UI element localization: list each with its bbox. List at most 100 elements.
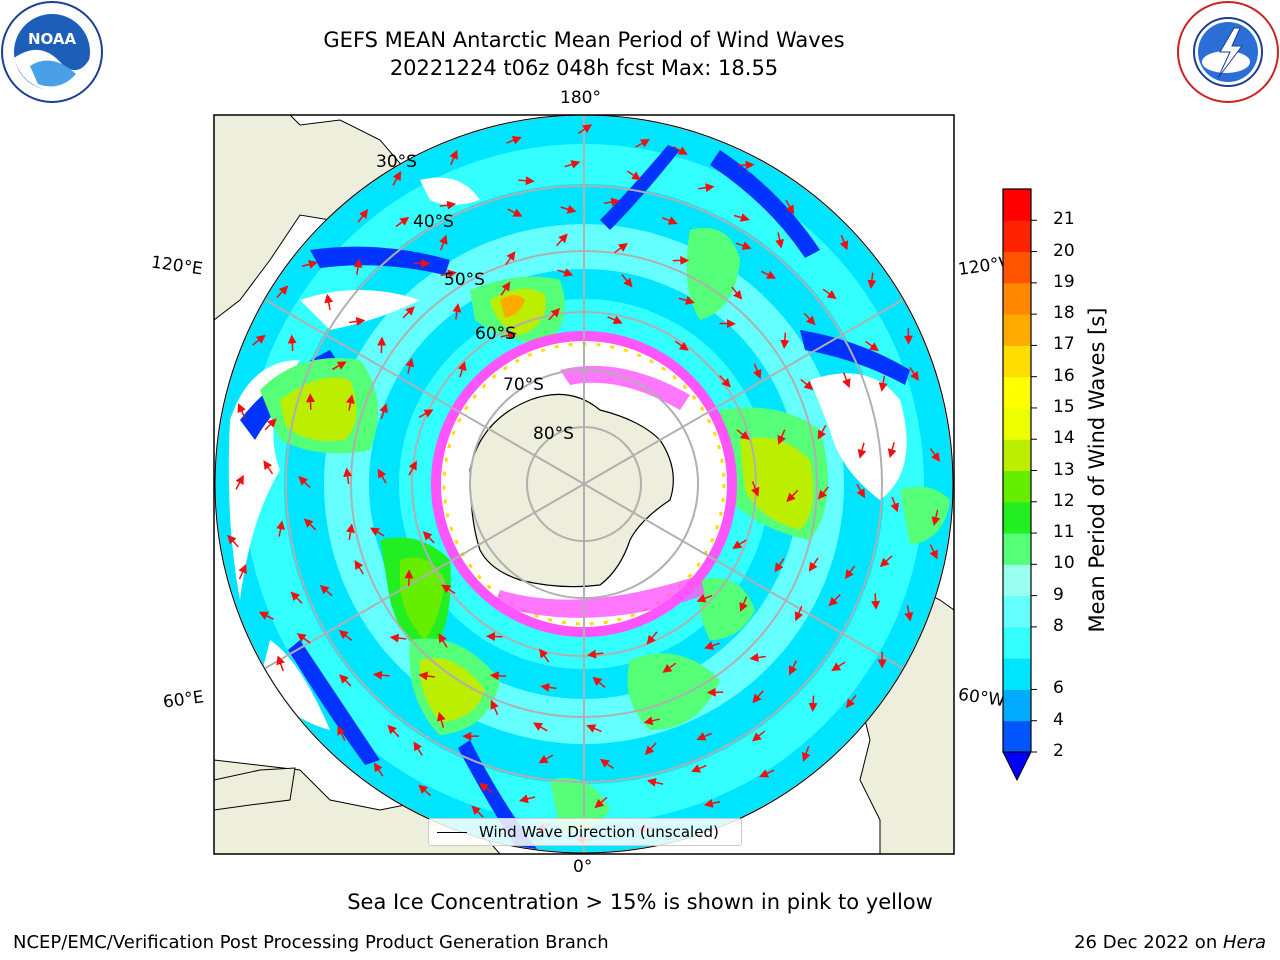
colorbar-segment: [1003, 314, 1031, 346]
colorbar-segment: [1003, 658, 1031, 690]
wave-direction-arrow: [887, 442, 897, 459]
wave-direction-arrow: [738, 160, 755, 170]
wave-direction-arrow: [457, 361, 467, 378]
legend-line-swatch: [437, 832, 467, 833]
wave-direction-arrow: [227, 534, 239, 548]
wave-direction-arrow: [904, 605, 914, 622]
wave-direction-arrow: [440, 269, 457, 279]
wave-direction-arrow: [346, 523, 355, 540]
wave-direction-arrow: [839, 234, 849, 251]
lat-label-50s: 50°S: [444, 270, 485, 290]
wave-direction-arrow: [439, 234, 448, 251]
wave-direction-arrow: [698, 183, 715, 193]
wave-direction-arrow: [844, 565, 856, 580]
wave-direction-arrow: [643, 716, 660, 726]
wave-direction-arrow: [436, 711, 446, 728]
colorbar-tick-label: 9: [1053, 584, 1064, 605]
wave-direction-arrow: [704, 641, 720, 650]
wave-direction-arrow: [586, 724, 602, 733]
colorbar-tick-label: 12: [1053, 490, 1075, 511]
wave-direction-arrow: [540, 682, 557, 692]
colorbar-segment: [1003, 595, 1031, 628]
wave-direction-arrow: [422, 531, 435, 544]
wave-direction-arrow: [785, 199, 795, 215]
footer-host: Hera: [1222, 932, 1266, 953]
colorbar-tick-label: 13: [1053, 459, 1075, 480]
wave-direction-arrow: [557, 268, 574, 277]
wave-direction-arrow: [532, 722, 548, 732]
footer-date: 26 Dec 2022 on Hera: [1074, 932, 1266, 953]
wave-direction-arrow: [587, 649, 604, 659]
wave-direction-arrow: [324, 293, 334, 311]
wave-direction-arrow: [777, 429, 786, 445]
wave-direction-arrow: [372, 670, 390, 680]
wave-direction-arrow: [808, 557, 819, 572]
colorbar-extend-triangle: [1002, 751, 1032, 782]
wave-direction-arrow: [789, 660, 798, 676]
wave-direction-arrow: [298, 476, 311, 489]
lon-label-180: 180°: [560, 88, 601, 108]
lat-label-30s: 30°S: [376, 152, 417, 172]
wave-direction-arrow: [751, 730, 766, 742]
wave-direction-arrow: [413, 741, 423, 756]
wave-direction-arrow: [538, 754, 554, 764]
wave-direction-arrow: [252, 334, 266, 346]
wave-direction-arrow: [264, 418, 277, 431]
colorbar-segment: [1003, 439, 1031, 471]
colorbar-segment: [1003, 720, 1031, 753]
wave-direction-arrow: [594, 796, 608, 809]
noaa-logo: NOAA: [1, 1, 103, 103]
colorbar-tick-label: 18: [1053, 303, 1075, 324]
colorbar-segment: [1003, 407, 1031, 440]
colorbar-tick-label: 2: [1053, 741, 1064, 761]
wave-direction-arrow: [418, 409, 434, 418]
wave-direction-arrow: [237, 403, 246, 419]
wave-direction-arrow: [801, 746, 811, 762]
colorbar-tick-label: 20: [1053, 240, 1075, 261]
wave-direction-arrow: [402, 306, 415, 319]
wave-direction-arrow: [865, 340, 879, 352]
wave-direction-arrow: [929, 448, 941, 462]
wave-direction-arrow: [817, 424, 827, 440]
wave-direction-arrow: [238, 564, 247, 580]
wave-direction-arrow: [395, 216, 410, 228]
wave-direction-arrow: [331, 361, 347, 371]
colorbar-segment: [1003, 376, 1031, 409]
nws-logo: [1177, 1, 1279, 103]
wave-direction-arrow: [348, 316, 366, 326]
wave-direction-arrow: [500, 281, 511, 296]
wave-direction-arrow: [800, 378, 814, 391]
wave-direction-arrow: [828, 594, 841, 607]
wave-direction-arrow: [775, 232, 785, 249]
wave-direction-arrow: [822, 288, 837, 300]
wave-direction-arrow: [673, 146, 688, 155]
wave-direction-arrow: [506, 136, 522, 145]
wave-direction-arrow: [909, 366, 919, 382]
wave-direction-arrow: [290, 591, 303, 604]
wave-direction-arrow: [794, 605, 804, 622]
wave-direction-arrow: [703, 798, 721, 808]
wave-direction-arrow: [490, 699, 499, 716]
wave-direction-arrow: [354, 560, 364, 575]
wave-direction-arrow: [560, 204, 577, 214]
wave-direction-arrow: [518, 176, 535, 186]
wave-direction-arrow: [287, 334, 297, 351]
wave-direction-arrow: [478, 782, 493, 794]
wave-direction-arrow: [235, 474, 244, 490]
colorbar-tick-label: 16: [1053, 365, 1075, 386]
wave-direction-arrow: [626, 170, 642, 181]
lat-label-60s: 60°S: [475, 324, 516, 344]
wave-direction-arrow: [343, 467, 353, 485]
wave-direction-arrow: [621, 274, 633, 288]
wave-direction-arrow: [592, 676, 606, 688]
wave-direction-arrow: [564, 160, 581, 169]
wave-direction-arrow: [338, 629, 353, 641]
wave-direction-arrow: [662, 216, 678, 225]
wave-direction-arrow: [319, 584, 333, 597]
wave-direction-arrow: [678, 296, 695, 305]
wave-direction-arrow: [276, 285, 289, 298]
wave-direction-arrow: [339, 674, 352, 687]
wave-direction-arrow: [929, 544, 938, 560]
